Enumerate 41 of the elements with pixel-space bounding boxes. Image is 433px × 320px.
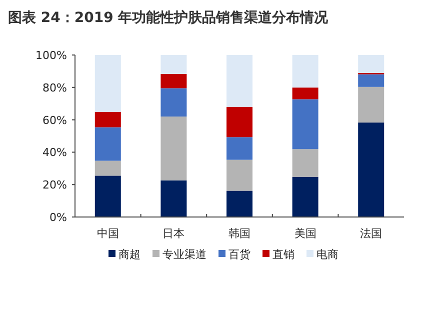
bar — [160, 180, 187, 217]
bar — [292, 176, 318, 217]
bar — [94, 176, 121, 217]
bar — [226, 106, 252, 138]
chart-title: 图表 24：2019 年功能性护肤品销售渠道分布情况 — [8, 9, 330, 26]
x-tick-label: 中国 — [96, 227, 119, 240]
x-tick-label: 日本 — [162, 227, 185, 240]
bar — [358, 55, 384, 73]
bar — [160, 55, 187, 74]
y-tick-label: 0% — [50, 211, 67, 224]
x-tick-label: 韩国 — [228, 227, 250, 240]
x-tick-label: 美国 — [294, 227, 316, 240]
bar — [292, 149, 318, 177]
bar — [160, 88, 187, 117]
y-tick-label: 20% — [42, 178, 67, 192]
bar — [358, 122, 384, 217]
bar — [226, 190, 252, 217]
x-tick-label: 法国 — [360, 227, 382, 240]
bar — [94, 112, 121, 128]
y-tick-label: 60% — [42, 114, 67, 127]
bar — [226, 137, 252, 160]
bar — [226, 160, 252, 191]
bar — [160, 116, 187, 180]
legend-label: 商超 — [118, 248, 140, 261]
legend-label: 直销 — [272, 248, 294, 261]
bar — [226, 55, 252, 107]
bar — [160, 74, 187, 88]
legend-label: 百货 — [228, 248, 250, 261]
y-tick-label: 100% — [36, 49, 67, 62]
bar — [292, 99, 318, 150]
y-tick-label: 80% — [42, 81, 67, 94]
y-tick-label: 40% — [42, 146, 67, 160]
bar — [94, 160, 121, 176]
legend-label: 电商 — [316, 248, 338, 261]
bar — [292, 88, 318, 100]
bar — [292, 55, 318, 88]
bar — [358, 86, 384, 123]
bar — [94, 127, 121, 161]
legend-label: 专业渠道 — [162, 248, 206, 261]
bar — [358, 74, 384, 87]
bar — [94, 55, 121, 112]
